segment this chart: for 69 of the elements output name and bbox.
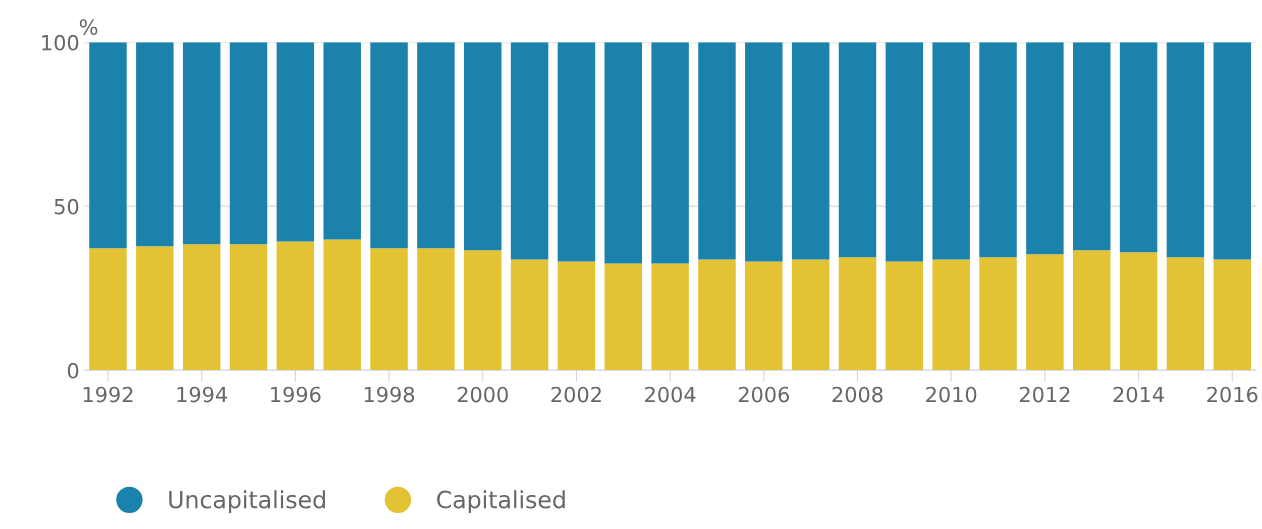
bar	[89, 248, 127, 371]
bar	[182, 244, 221, 371]
bar	[932, 42, 970, 260]
bar	[791, 42, 830, 260]
bar	[417, 248, 455, 371]
bar	[698, 259, 736, 371]
bar	[1119, 42, 1158, 253]
bar	[276, 241, 315, 371]
bar	[136, 42, 174, 247]
bar	[885, 261, 924, 371]
bar	[323, 239, 361, 371]
bar	[229, 42, 268, 245]
y-axis-title: %	[79, 19, 98, 35]
bar	[1072, 250, 1111, 371]
y-tick-label: 50	[54, 198, 79, 215]
x-tick-label: 2006	[738, 386, 790, 403]
legend-label: Uncapitalised	[169, 490, 325, 514]
bar	[838, 42, 877, 258]
bar	[745, 42, 783, 262]
x-tick-label: 2002	[551, 386, 601, 403]
bar	[464, 42, 502, 251]
bar	[1166, 257, 1205, 371]
bar	[417, 42, 455, 249]
bar	[1213, 259, 1252, 371]
bar	[323, 42, 361, 240]
bar	[89, 42, 127, 249]
bar	[182, 42, 221, 245]
bar	[932, 259, 970, 371]
bar	[557, 42, 596, 262]
bar	[1166, 42, 1205, 258]
bar	[1026, 254, 1064, 371]
legend-label: Capitalised	[437, 490, 565, 514]
x-tick-label: 2012	[1019, 386, 1070, 403]
bar	[276, 42, 315, 242]
x-tick-label: 2010	[926, 386, 977, 403]
bar	[838, 257, 877, 371]
bar	[464, 250, 502, 371]
bar	[370, 42, 408, 249]
bar	[136, 246, 174, 371]
bar	[1119, 252, 1158, 371]
bar	[1072, 42, 1111, 251]
bar	[979, 257, 1017, 371]
bar	[745, 261, 783, 371]
bar	[651, 263, 689, 371]
x-tick-label: 1994	[177, 386, 228, 403]
bar	[370, 248, 408, 371]
bar	[885, 42, 924, 262]
x-tick-label: 1998	[364, 386, 415, 403]
x-tick-label: 2008	[832, 386, 883, 403]
x-tick-label: 2004	[645, 386, 696, 403]
bar	[510, 42, 549, 260]
bar	[791, 259, 830, 371]
bar	[1026, 42, 1064, 255]
x-tick-label: 2016	[1207, 386, 1258, 403]
x-tick-label: 2000	[457, 386, 508, 403]
bar	[979, 42, 1017, 258]
bar	[1213, 42, 1252, 260]
bar	[229, 244, 268, 371]
y-tick-label: 100	[42, 34, 79, 51]
bar	[651, 42, 689, 264]
bar	[510, 259, 549, 371]
bar	[604, 263, 643, 371]
x-tick-label: 2014	[1113, 386, 1164, 403]
bar	[604, 42, 643, 264]
y-tick-label: 0	[67, 362, 79, 379]
x-tick-label: 1996	[271, 386, 321, 403]
x-tick-label: 1992	[83, 386, 133, 403]
bar	[557, 261, 596, 371]
bar	[698, 42, 736, 260]
